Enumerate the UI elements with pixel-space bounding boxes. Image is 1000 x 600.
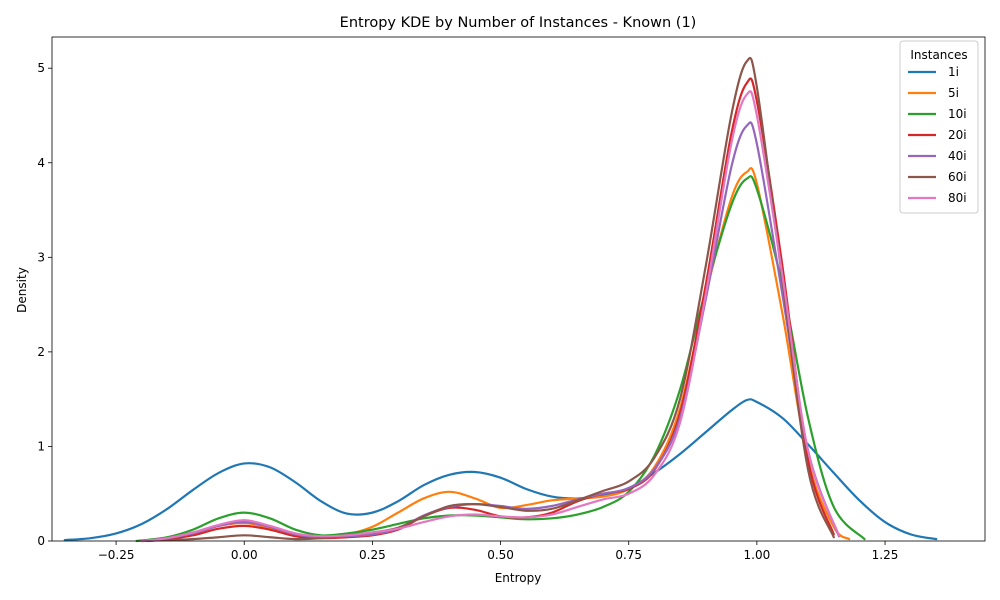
legend: Instances 1i 5i 10i 20i 40i 60i 80i — [899, 40, 979, 214]
legend-label-80i: 80i — [948, 191, 967, 205]
y-axis-ticks: 0 1 2 3 4 5 — [37, 61, 52, 548]
legend-label-40i: 40i — [948, 149, 967, 163]
x-axis-label: Entropy — [495, 571, 542, 585]
chart-title: Entropy KDE by Number of Instances - Kno… — [340, 15, 697, 31]
legend-label-5i: 5i — [948, 86, 959, 100]
series-line-80i — [140, 90, 840, 543]
legend-label-1i: 1i — [948, 65, 959, 79]
legend-title: Instances — [910, 48, 967, 62]
series-line-5i — [140, 166, 851, 543]
x-tick-label: 1.25 — [872, 548, 899, 562]
legend-label-20i: 20i — [948, 128, 967, 142]
x-tick-label: 0.25 — [359, 548, 386, 562]
y-tick-label: 1 — [37, 439, 45, 453]
y-tick-label: 4 — [37, 156, 45, 170]
x-tick-label: −0.25 — [98, 548, 135, 562]
y-tick-label: 5 — [37, 61, 45, 75]
series-line-60i — [140, 56, 835, 543]
x-axis-ticks: −0.25 0.00 0.25 0.50 0.75 1.00 1.25 — [98, 541, 899, 562]
series-line-10i — [135, 175, 866, 543]
legend-label-60i: 60i — [948, 170, 967, 184]
x-tick-label: 1.00 — [744, 548, 771, 562]
plot-frame — [51, 36, 986, 542]
series-layer — [63, 56, 938, 543]
y-tick-label: 0 — [37, 534, 45, 548]
legend-items: 1i 5i 10i 20i 40i 60i 80i — [908, 65, 967, 205]
series-line-40i — [140, 121, 840, 543]
y-axis-label: Density — [15, 267, 29, 313]
legend-box — [899, 40, 979, 214]
x-tick-label: 0.50 — [487, 548, 514, 562]
series-line-1i — [63, 398, 938, 542]
y-tick-label: 3 — [37, 250, 45, 264]
x-tick-label: 0.75 — [615, 548, 642, 562]
y-tick-label: 2 — [37, 345, 45, 359]
x-tick-label: 0.00 — [231, 548, 258, 562]
legend-label-10i: 10i — [948, 107, 967, 121]
